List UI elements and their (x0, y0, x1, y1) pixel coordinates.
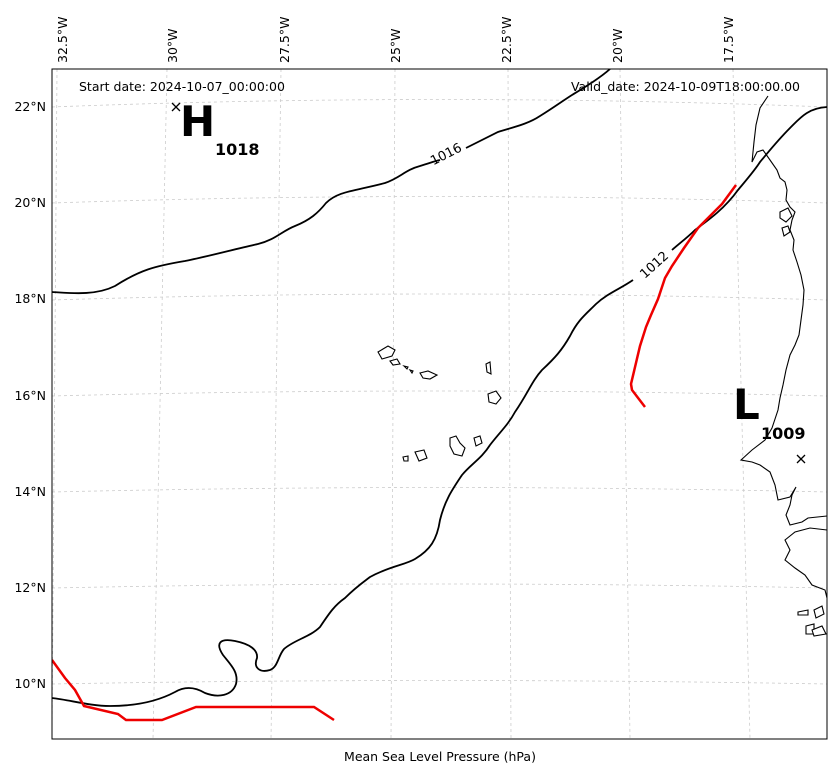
low-pressure-center: L 1009 (733, 380, 806, 464)
coastal-island (779, 207, 793, 223)
isobar-1012 (52, 106, 827, 707)
lon-tick-label: 32.5°W (55, 17, 70, 63)
lat-tick-label: 20°N (14, 195, 46, 210)
african-coastline-south (784, 527, 827, 599)
isobar-label-1016: 1016 (428, 141, 464, 169)
high-pressure-value: 1018 (215, 140, 260, 159)
map-xlabel: Mean Sea Level Pressure (hPa) (344, 749, 536, 764)
low-pressure-value: 1009 (761, 424, 806, 443)
track-line (52, 659, 335, 722)
lon-tick-label: 30°W (165, 28, 180, 63)
lon-tick-label: 17.5°W (721, 17, 736, 63)
lat-tick-label: 14°N (14, 484, 46, 499)
lat-tick-label: 18°N (14, 291, 46, 306)
lat-tick-label: 12°N (14, 580, 46, 595)
high-pressure-letter: H (180, 97, 215, 146)
lat-tick-label: 10°N (14, 676, 46, 691)
graticule (52, 69, 827, 739)
lon-tick-label: 22.5°W (499, 17, 514, 63)
isobar-1016 (52, 69, 611, 295)
cape-verde-islands (377, 345, 502, 462)
track-line (629, 184, 738, 408)
lon-tick-label: 27.5°W (277, 17, 292, 63)
map-plot-area (52, 69, 827, 739)
valid-date-label: Valid_date: 2024-10-09T18:00:00.00 (571, 79, 800, 94)
low-pressure-letter: L (733, 380, 760, 429)
lon-tick-label: 20°W (610, 28, 625, 63)
high-center-marker (171, 102, 181, 112)
start-date-label: Start date: 2024-10-07_00:00:00 (79, 79, 285, 94)
coastal-island (813, 605, 825, 619)
lat-tick-labels: 22°N 20°N 18°N 16°N 14°N 12°N 10°N (14, 99, 46, 691)
coastal-island (797, 609, 809, 616)
map-frame (51, 68, 828, 740)
coastal-island (781, 225, 791, 237)
lon-tick-labels: 32.5°W 30°W 27.5°W 25°W 22.5°W 20°W 17.5… (55, 17, 736, 63)
high-pressure-center: H 1018 (171, 97, 260, 159)
low-center-marker (796, 454, 806, 464)
lat-tick-label: 16°N (14, 388, 46, 403)
coastal-island (811, 625, 827, 637)
african-coastline (739, 95, 827, 526)
lat-tick-label: 22°N (14, 99, 46, 114)
lon-tick-label: 25°W (388, 28, 403, 63)
